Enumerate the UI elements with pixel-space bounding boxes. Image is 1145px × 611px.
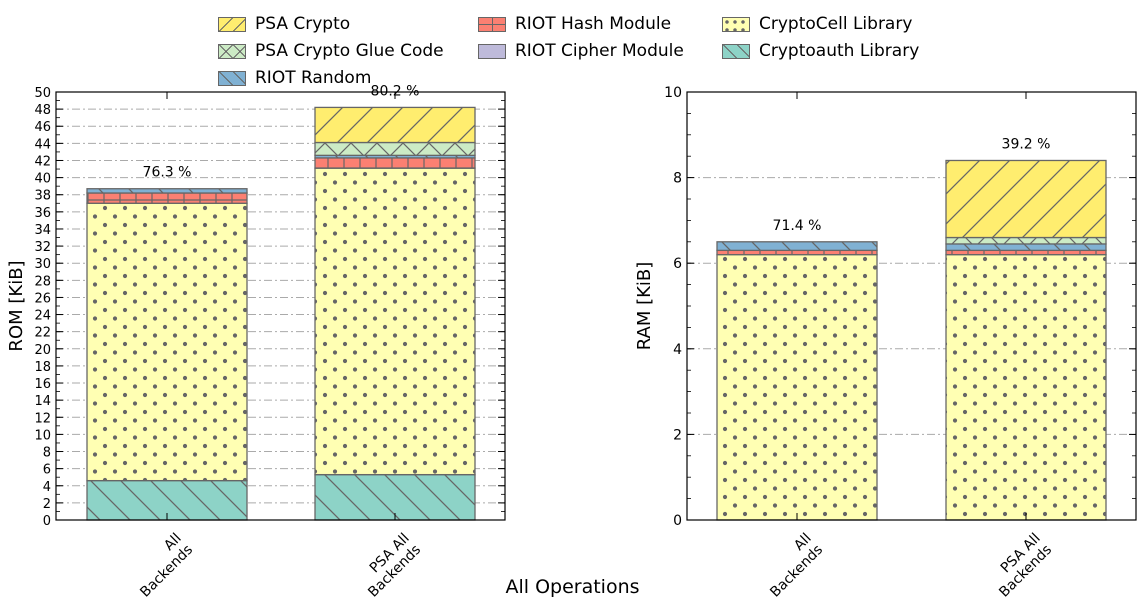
bar-hatch-riot-hash-module (717, 250, 877, 255)
legend-label: RIOT Random (255, 68, 372, 88)
legend-label: PSA Crypto Glue Code (255, 41, 444, 61)
y-tick-label: 6 (43, 463, 51, 478)
bar-annotation: 39.2 % (1002, 136, 1051, 152)
y-tick-label: 12 (34, 411, 51, 426)
legend-item-riot-hash-module: RIOT Hash Module (478, 12, 671, 36)
legend-label: PSA Crypto (255, 14, 351, 34)
legend-label: RIOT Hash Module (515, 14, 672, 34)
y-tick-label: 34 (34, 223, 51, 238)
y-tick-label: 0 (43, 514, 51, 529)
bar-annotation: 76.3 % (143, 165, 192, 181)
y-tick-label: 4 (43, 480, 51, 495)
bar-hatch-cryptocell-library (946, 254, 1106, 520)
bar-hatch-psa-crypto-glue-code (315, 142, 475, 156)
legend-item-cryptoauth-library: Cryptoauth Library (722, 39, 919, 63)
legend-swatch (478, 16, 506, 32)
bar-hatch-riot-hash-module (315, 157, 475, 169)
y-tick-label: 30 (34, 257, 51, 272)
legend-item-cryptocell-library: CryptoCell Library (722, 12, 912, 36)
bar-outline-riot-random (86, 188, 248, 194)
y-tick-label: 8 (43, 446, 51, 461)
y-tick-label: 16 (34, 377, 51, 392)
legend-label: RIOT Cipher Module (515, 41, 684, 61)
legend-swatch (722, 16, 750, 32)
legend-swatch (218, 70, 246, 86)
bar-hatch-psa-crypto (315, 107, 475, 143)
annotation-background (367, 82, 423, 100)
bar-hatch-riot-hash-module (87, 193, 247, 204)
y-tick-label: 20 (34, 343, 51, 358)
legend: PSA Crypto PSA Crypto Glue Code RIOT Rando… (218, 12, 938, 92)
bar-hatch-psa-crypto (946, 160, 1106, 238)
y-tick-label: 28 (34, 274, 51, 289)
bar-hatch-riot-random (717, 241, 877, 251)
y-axis-title: RAM [KiB] (634, 262, 655, 351)
bar-hatch-riot-random (87, 188, 247, 194)
y-tick-label: 48 (34, 103, 51, 118)
bar-hatch-riot-hash-module (946, 250, 1106, 255)
legend-swatch (218, 16, 246, 32)
y-axis-title: ROM [KiB] (6, 260, 27, 351)
y-tick-label: 8 (673, 171, 682, 187)
y-tick-label: 24 (34, 309, 51, 324)
legend-label: Cryptoauth Library (759, 41, 920, 61)
legend-item-psa-crypto: PSA Crypto (218, 12, 350, 36)
x-axis-title: All Operations (505, 576, 640, 598)
legend-swatch (722, 43, 750, 59)
legend-label: CryptoCell Library (759, 14, 913, 34)
bar-outline-psa-crypto (314, 106, 476, 144)
bar-hatch-cryptocell-library (87, 203, 247, 481)
y-tick-label: 10 (664, 85, 682, 101)
y-tick-label: 50 (34, 86, 51, 101)
bar-outline-riot-random (716, 241, 878, 252)
bar-hatch-riot-random (315, 155, 475, 158)
bar-annotation: 71.4 % (773, 218, 822, 234)
bar-hatch-psa-crypto-glue-code (946, 237, 1106, 244)
bar-hatch-riot-random (946, 243, 1106, 251)
y-tick-label: 6 (673, 256, 682, 272)
y-tick-label: 10 (34, 428, 51, 443)
y-tick-label: 36 (34, 206, 51, 221)
y-tick-label: 26 (34, 291, 51, 306)
y-tick-label: 32 (34, 240, 51, 255)
y-tick-label: 46 (34, 120, 51, 135)
bar-hatch-cryptocell-library (315, 168, 475, 475)
bar-hatch-cryptocell-library (717, 254, 877, 520)
bar-outline-psa-crypto (945, 159, 1107, 239)
y-tick-label: 4 (673, 342, 682, 358)
y-tick-label: 42 (34, 154, 51, 169)
y-tick-label: 38 (34, 189, 51, 204)
y-tick-label: 22 (34, 326, 51, 341)
legend-swatch (478, 43, 506, 59)
legend-item-riot-cipher-module: RIOT Cipher Module (478, 39, 684, 63)
y-tick-label: 40 (34, 172, 51, 187)
y-tick-label: 14 (34, 394, 51, 409)
y-tick-label: 18 (34, 360, 51, 375)
legend-item-riot-random: RIOT Random (218, 66, 371, 90)
legend-swatch (218, 43, 246, 59)
y-tick-label: 2 (43, 497, 51, 512)
legend-item-psa-crypto-glue-code: PSA Crypto Glue Code (218, 39, 444, 63)
y-tick-label: 2 (673, 427, 682, 443)
bar-hatch-cryptoauth-library (315, 474, 475, 520)
y-tick-label: 0 (673, 513, 682, 529)
y-tick-label: 44 (34, 137, 51, 152)
